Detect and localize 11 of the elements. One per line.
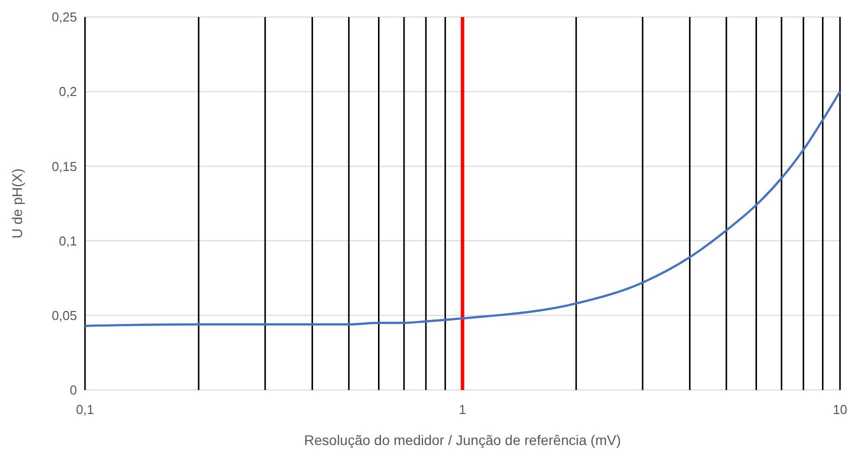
- y-tick-label: 0,2: [58, 84, 77, 100]
- y-axis-title: U de pH(X): [9, 168, 25, 239]
- x-tick-label: 1: [458, 402, 466, 417]
- y-tick-label: 0,25: [52, 10, 77, 25]
- x-tick-label: 0,1: [76, 402, 94, 417]
- y-tick-label: 0,15: [52, 158, 77, 174]
- x-tick-label: 10: [832, 402, 848, 417]
- y-tick-label: 0,1: [58, 233, 77, 248]
- y-tick-label: 0: [70, 382, 77, 398]
- y-tick-label: 0,05: [52, 308, 77, 323]
- x-axis-title: Resolução do medidor / Junção de referência (mV): [304, 432, 621, 448]
